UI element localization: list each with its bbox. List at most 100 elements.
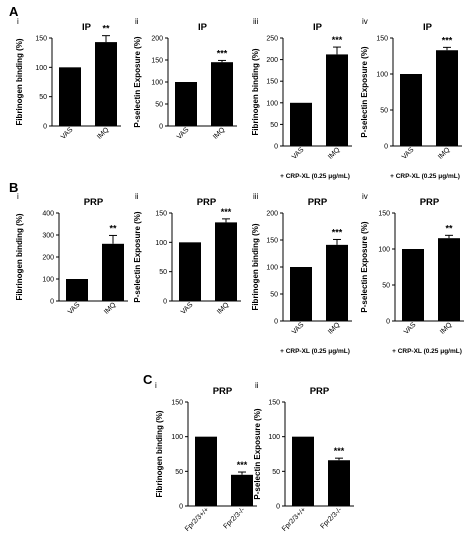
panel-10-y-tick-label: 0 [276, 504, 280, 511]
panel-6-title: PRP [197, 197, 217, 208]
panel-1-number: i [17, 17, 19, 26]
panel-6-category-label-1: VAS [180, 301, 195, 316]
panel-5-title: PRP [84, 197, 104, 208]
panel-10-bar-1 [292, 436, 314, 506]
panel-4-category-label-1: VAS [401, 146, 416, 161]
panel-1-y-tick-label: 50 [39, 94, 47, 101]
panel-7-y-tick-label: 200 [266, 211, 278, 218]
panel-4-bar-2 [436, 50, 458, 146]
panel-1-title: IP [82, 22, 92, 33]
panel-9-y-tick-label: 100 [171, 434, 183, 441]
panel-1-category-label-2: IMQ [96, 126, 111, 141]
panel-7-y-label: Fibrinogen binding (%) [251, 223, 260, 310]
panel-4-note: + CRP-XL (0.25 μg/mL) [390, 173, 460, 180]
panel-7-significance: *** [332, 227, 343, 237]
panel-8-y-tick-label: 150 [378, 211, 390, 218]
panel-1-y-tick-label: 100 [35, 65, 47, 72]
panel-2-bar-1 [175, 82, 197, 126]
panel-5-y-tick-label: 200 [42, 255, 54, 262]
panel-7-y-tick-label: 50 [270, 292, 278, 299]
panel-4-y-tick-label: 100 [376, 72, 388, 79]
panel-3-y-label: Fibrinogen binding (%) [251, 48, 260, 135]
panel-10-y-tick-label: 100 [268, 434, 280, 441]
panel-6-y-tick-label: 0 [163, 299, 167, 306]
panel-3-y-tick-label: 250 [266, 36, 278, 43]
panel-9-y-tick-label: 0 [179, 504, 183, 511]
panel-7-category-label-2: IMQ [327, 321, 342, 336]
panel-10-bar-2 [328, 460, 350, 506]
panel-3-y-tick-label: 100 [266, 100, 278, 107]
panel-8-bar-1 [402, 249, 424, 321]
panel-7-bar-1 [290, 267, 312, 321]
panel-8-category-label-2: IMQ [439, 321, 454, 336]
panel-4-number: iv [362, 17, 368, 26]
panel-1-y-tick-label: 150 [35, 36, 47, 43]
panel-4-significance: *** [442, 35, 453, 45]
panel-4-y-tick-label: 0 [384, 144, 388, 151]
panel-9-category-label-2: Fpr2/3-/- [222, 506, 246, 530]
panel-5-category-label-1: VAS [67, 301, 82, 316]
panel-5-number: i [17, 192, 19, 201]
panel-4-y-tick-label: 50 [380, 108, 388, 115]
panel-5-y-tick-label: 100 [42, 277, 54, 284]
panel-9-number: i [155, 381, 157, 390]
panel-5-y-tick-label: 400 [42, 211, 54, 218]
panel-5-y-tick-label: 300 [42, 233, 54, 240]
panel-4-category-label-2: IMQ [437, 146, 452, 161]
panel-9-bar-1 [195, 436, 217, 506]
panel-1-significance: ** [102, 24, 110, 34]
panel-3-y-tick-label: 50 [270, 122, 278, 129]
panel-6-number: ii [135, 192, 139, 201]
panel-3-note: + CRP-XL (0.25 μg/mL) [280, 173, 350, 180]
panel-3-number: iii [253, 17, 259, 26]
panel-7-category-label-1: VAS [291, 321, 306, 336]
panel-10-number: ii [255, 381, 259, 390]
panel-10-y-tick-label: 50 [272, 469, 280, 476]
panel-7-title: PRP [308, 197, 328, 208]
panel-2-y-label: P-selectin Exposure (%) [133, 36, 142, 127]
panel-4-y-label: P-selectin Exposure (%) [360, 46, 369, 137]
panel-3-bar-2 [326, 54, 348, 146]
panel-3-significance: *** [332, 35, 343, 45]
panel-2-significance: *** [217, 48, 228, 58]
panel-9-title: PRP [213, 386, 233, 397]
panel-5-y-tick-label: 0 [50, 299, 54, 306]
panel-3-y-tick-label: 0 [274, 144, 278, 151]
panel-7-note: + CRP-XL (0.25 μg/mL) [280, 348, 350, 355]
panel-6-y-label: P-selectin Exposure (%) [133, 211, 142, 302]
panel-5-bar-2 [102, 243, 124, 301]
panel-2-y-tick-label: 150 [151, 58, 163, 65]
panel-4-bar-1 [400, 74, 422, 146]
panel-10-title: PRP [310, 386, 330, 397]
panel-9-bar-2 [231, 474, 253, 506]
panel-3-y-tick-label: 200 [266, 57, 278, 64]
panel-6-bar-1 [179, 242, 201, 301]
panel-2-bar-2 [211, 62, 233, 126]
panel-3-bar-1 [290, 102, 312, 146]
panel-5-category-label-2: IMQ [103, 301, 118, 316]
panel-3-y-tick-label: 150 [266, 79, 278, 86]
panel-10-y-tick-label: 150 [268, 400, 280, 407]
panel-10-y-label: P-selectin Exposure (%) [253, 408, 262, 499]
panel-2-y-tick-label: 50 [155, 102, 163, 109]
section-label-c: C [143, 372, 153, 387]
panel-7-y-tick-label: 100 [266, 265, 278, 272]
panel-1-y-label: Fibrinogen binding (%) [15, 38, 24, 125]
panel-5-y-label: Fibrinogen binding (%) [15, 213, 24, 300]
panel-9-category-label-1: Fpr2/3+/+ [184, 506, 210, 532]
panel-10-significance: *** [334, 446, 345, 456]
panel-8-y-tick-label: 50 [382, 283, 390, 290]
panel-6-y-tick-label: 50 [159, 269, 167, 276]
panel-8-y-label: P-selectin Exposure (%) [360, 221, 369, 312]
panel-1-bar-1 [59, 67, 81, 126]
panel-3-category-label-2: IMQ [327, 146, 342, 161]
panel-8-y-tick-label: 100 [378, 247, 390, 254]
section-label-a: A [9, 4, 19, 19]
panel-2-category-label-2: IMQ [212, 126, 227, 141]
panel-7-bar-2 [326, 244, 348, 321]
panel-6-y-tick-label: 100 [155, 240, 167, 247]
panel-6-significance: *** [221, 207, 232, 217]
panel-7-number: iii [253, 192, 259, 201]
panel-10-category-label-1: Fpr2/3+/+ [281, 506, 307, 532]
panel-6-bar-2 [215, 222, 237, 301]
